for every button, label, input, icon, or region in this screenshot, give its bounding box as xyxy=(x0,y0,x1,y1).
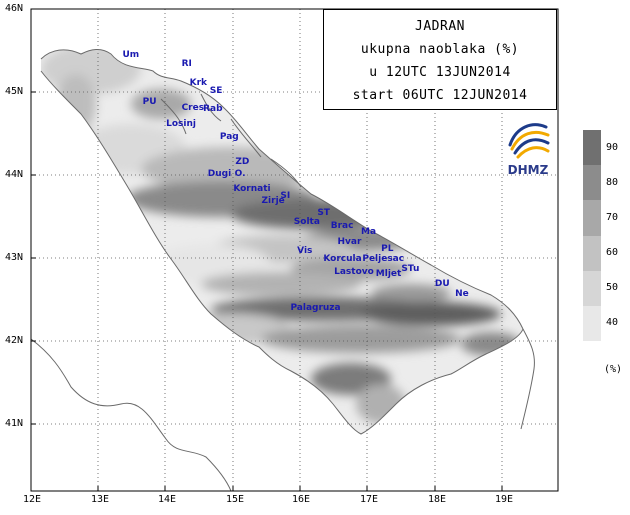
lon-label: 15E xyxy=(226,494,245,505)
legend-label: 40 xyxy=(606,317,619,329)
map-border xyxy=(30,8,559,492)
place-label: Zirje xyxy=(261,196,285,207)
logo-emblem-icon xyxy=(508,123,550,159)
legend-label: 50 xyxy=(606,282,619,294)
lon-label: 13E xyxy=(91,494,110,505)
place-label: Krk xyxy=(189,77,208,88)
place-label: Dugi xyxy=(207,169,232,179)
place-label: DU xyxy=(434,278,450,289)
place-label: Um xyxy=(122,50,140,61)
lon-label: 19E xyxy=(495,494,514,505)
legend-swatch xyxy=(583,165,601,201)
legend-swatch xyxy=(583,235,601,272)
place-label: RI xyxy=(181,58,192,69)
dhmz-logo: DHMZ xyxy=(502,115,554,190)
legend-swatch xyxy=(583,305,601,342)
place-label: Rab xyxy=(203,104,223,115)
place-label: STu xyxy=(401,264,420,275)
place-label: ZD xyxy=(235,157,250,168)
place-label: Peljesac xyxy=(362,254,405,265)
lat-label: 43N xyxy=(5,252,24,263)
place-label: Losinj xyxy=(166,119,196,130)
place-label: Ne xyxy=(455,289,469,300)
title-valid-time: u 12UTC 13JUN2014 xyxy=(369,65,511,80)
place-label: SI xyxy=(280,191,291,202)
coastline xyxy=(30,49,535,492)
place-label: O. xyxy=(234,169,246,179)
cloud-field xyxy=(41,49,521,424)
legend-swatch xyxy=(583,270,601,307)
lat-label: 41N xyxy=(5,418,24,429)
lon-label: 14E xyxy=(158,494,177,505)
place-label: SE xyxy=(209,86,223,96)
place-label: Lastovo xyxy=(334,266,374,277)
place-label: PL xyxy=(381,243,394,254)
logo-text: DHMZ xyxy=(507,163,549,177)
axis-ticks xyxy=(31,91,503,491)
legend-unit: (%) xyxy=(604,364,623,375)
lat-label: 45N xyxy=(5,86,24,97)
place-label: Hvar xyxy=(337,237,362,248)
legend-label: 80 xyxy=(606,176,619,188)
title-region: JADRAN xyxy=(415,19,465,34)
place-label: Kornati xyxy=(233,183,271,194)
place-label: PU xyxy=(142,96,157,107)
place-label: Mljet xyxy=(375,268,402,279)
map-canvas xyxy=(30,8,559,492)
lon-label: 17E xyxy=(360,494,379,505)
color-legend xyxy=(583,130,601,342)
lat-label: 44N xyxy=(5,169,24,180)
title-run-start: start 06UTC 12JUN2014 xyxy=(352,88,528,103)
lon-label: 12E xyxy=(23,494,42,505)
title-variable: ukupna naoblaka (%) xyxy=(360,42,520,57)
legend-swatch xyxy=(583,200,601,236)
place-label: Solta xyxy=(293,217,320,228)
place-label: ST xyxy=(317,208,330,218)
place-label: Korcula xyxy=(323,254,362,265)
map-frame xyxy=(30,8,559,492)
place-label: Brac xyxy=(330,221,354,232)
lat-label: 46N xyxy=(5,3,24,14)
lon-label: 16E xyxy=(292,494,311,505)
place-label: Cres xyxy=(181,102,205,113)
lat-label: 42N xyxy=(5,335,24,346)
legend-swatch xyxy=(583,130,601,166)
place-label: Palagruza xyxy=(290,303,341,314)
legend-label: 90 xyxy=(606,141,619,153)
legend-label: 60 xyxy=(606,247,619,259)
place-label: Ma xyxy=(361,227,377,238)
lon-label: 18E xyxy=(428,494,447,505)
place-label: Pag xyxy=(219,131,239,142)
place-label: Vis xyxy=(297,246,313,257)
legend-label: 70 xyxy=(606,211,619,223)
title-box: JADRAN ukupna naoblaka (%) u 12UTC 13JUN… xyxy=(323,9,557,110)
